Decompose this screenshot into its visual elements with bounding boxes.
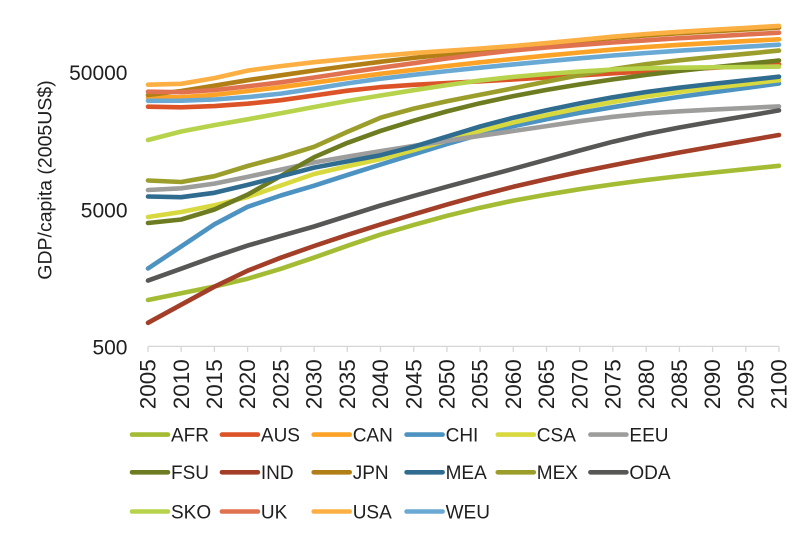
svg-text:2065: 2065 xyxy=(534,359,559,409)
svg-text:2015: 2015 xyxy=(202,359,227,409)
svg-text:2080: 2080 xyxy=(634,359,659,409)
svg-text:2040: 2040 xyxy=(368,359,393,409)
svg-text:AFR: AFR xyxy=(171,425,209,446)
svg-text:2025: 2025 xyxy=(268,359,293,409)
svg-text:2010: 2010 xyxy=(169,359,194,409)
svg-text:2075: 2075 xyxy=(601,359,626,409)
svg-text:IND: IND xyxy=(261,463,294,484)
svg-text:5000: 5000 xyxy=(81,199,128,222)
svg-text:SKO: SKO xyxy=(171,502,211,523)
svg-text:2005: 2005 xyxy=(136,359,161,409)
svg-text:2090: 2090 xyxy=(700,359,725,409)
svg-text:2100: 2100 xyxy=(767,359,792,409)
svg-text:AUS: AUS xyxy=(261,425,300,446)
svg-text:GDP/capita (2005US$): GDP/capita (2005US$) xyxy=(35,80,57,279)
svg-text:2055: 2055 xyxy=(468,359,493,409)
svg-text:CHI: CHI xyxy=(446,425,479,446)
svg-text:ODA: ODA xyxy=(629,463,671,484)
svg-text:2095: 2095 xyxy=(733,359,758,409)
svg-text:JPN: JPN xyxy=(353,463,389,484)
svg-text:2035: 2035 xyxy=(335,359,360,409)
svg-text:MEA: MEA xyxy=(446,463,488,484)
svg-text:2085: 2085 xyxy=(667,359,692,409)
svg-text:USA: USA xyxy=(353,502,392,523)
svg-text:MEX: MEX xyxy=(537,463,579,484)
svg-text:CAN: CAN xyxy=(353,425,393,446)
svg-text:FSU: FSU xyxy=(171,463,209,484)
svg-text:2050: 2050 xyxy=(435,359,460,409)
svg-text:EEU: EEU xyxy=(629,425,668,446)
svg-text:500: 500 xyxy=(92,337,127,360)
svg-text:CSA: CSA xyxy=(537,425,576,446)
svg-text:2060: 2060 xyxy=(501,359,526,409)
svg-text:2045: 2045 xyxy=(401,359,426,409)
svg-text:WEU: WEU xyxy=(446,502,490,523)
svg-text:2070: 2070 xyxy=(567,359,592,409)
svg-text:50000: 50000 xyxy=(69,62,127,85)
svg-text:UK: UK xyxy=(261,502,288,523)
svg-text:2030: 2030 xyxy=(302,359,327,409)
svg-text:2020: 2020 xyxy=(235,359,260,409)
